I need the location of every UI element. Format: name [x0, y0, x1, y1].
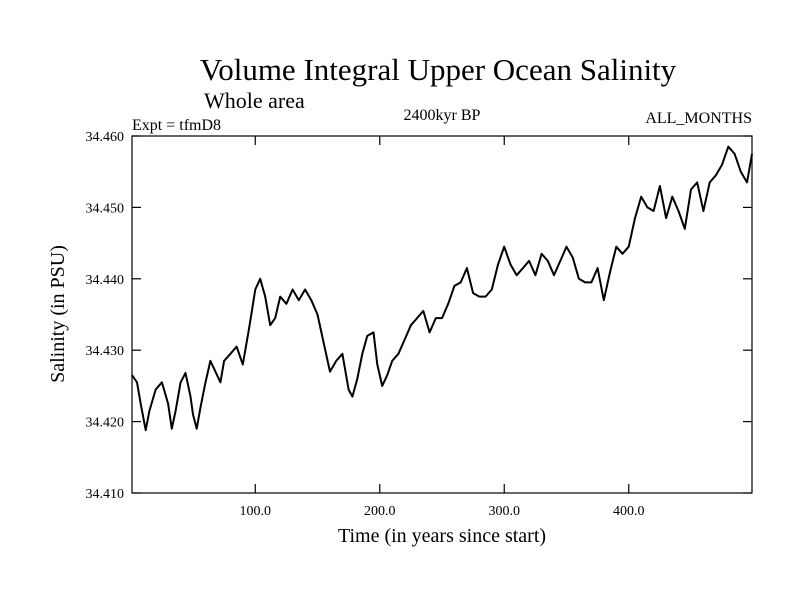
y-tick-label: 34.450	[86, 201, 125, 216]
y-tick-label: 34.430	[86, 344, 125, 359]
y-tick-label: 34.440	[86, 273, 125, 288]
x-axis-label: Time (in years since start)	[338, 525, 546, 547]
y-axis-label: Salinity (in PSU)	[47, 245, 69, 383]
salinity-series-line	[131, 145, 753, 432]
x-tick-label: 200.0	[364, 504, 396, 519]
y-tick-label: 34.420	[86, 416, 125, 431]
months-label: ALL_MONTHS	[645, 110, 752, 127]
y-axis: 34.410 34.420 34.430 34.440 34.450 34.460	[86, 130, 752, 502]
y-tick-label: 34.410	[86, 487, 125, 502]
x-tick-label: 400.0	[613, 504, 645, 519]
experiment-label: Expt = tfmD8	[132, 117, 221, 134]
plot-frame	[131, 135, 753, 494]
x-tick-label: 300.0	[488, 504, 520, 519]
x-axis: 100.0 200.0 300.0 400.0	[240, 136, 645, 519]
period-label: 2400kyr BP	[404, 107, 481, 124]
x-tick-label: 100.0	[240, 504, 272, 519]
chart-title: Volume Integral Upper Ocean Salinity	[200, 52, 677, 87]
chart-subtitle: Whole area	[204, 88, 305, 113]
y-tick-label: 34.460	[86, 130, 125, 145]
